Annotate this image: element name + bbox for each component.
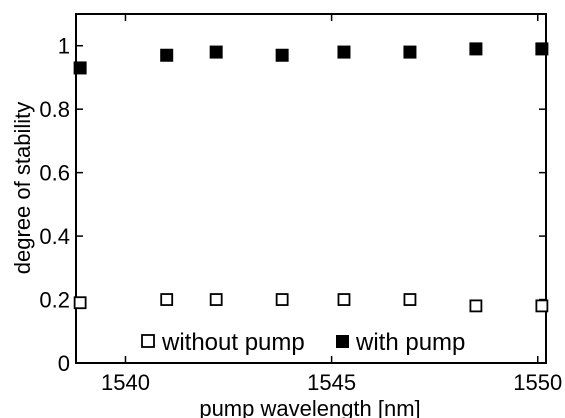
data-point-with-pump bbox=[403, 45, 417, 59]
legend-label-with-pump: with pump bbox=[355, 329, 465, 356]
legend: without pump with pump bbox=[141, 329, 465, 356]
y-tick-label: 1 bbox=[58, 34, 70, 59]
data-point-with-pump bbox=[160, 48, 174, 62]
x-axis-title: pump wavelength [nm] bbox=[199, 396, 420, 418]
data-point-with-pump bbox=[209, 45, 223, 59]
data-point-without-pump bbox=[403, 293, 417, 306]
plot-frame bbox=[75, 13, 547, 364]
data-point-without-pump bbox=[73, 296, 87, 310]
y-tick-label: 0.2 bbox=[39, 288, 70, 313]
legend-marker-with-pump bbox=[336, 335, 349, 348]
y-tick-label: 0 bbox=[58, 351, 70, 376]
data-point-with-pump bbox=[337, 45, 351, 59]
data-point-without-pump bbox=[535, 299, 549, 313]
y-axis-title: degree of stability bbox=[10, 102, 35, 274]
data-point-without-pump bbox=[209, 293, 223, 306]
y-tick-label: 0.8 bbox=[39, 97, 70, 122]
data-point-without-pump bbox=[337, 293, 351, 306]
legend-label-without-pump: without pump bbox=[161, 329, 305, 356]
x-tick-label: 1550 bbox=[513, 370, 562, 395]
data-point-with-pump bbox=[73, 61, 87, 75]
data-point-without-pump bbox=[469, 299, 483, 313]
y-axis: 0 0.2 0.4 0.6 0.8 1 bbox=[39, 34, 546, 376]
y-tick-label: 0.4 bbox=[39, 224, 70, 249]
y-tick-label: 0.6 bbox=[39, 161, 70, 186]
data-series bbox=[73, 42, 549, 313]
x-tick-label: 1545 bbox=[307, 370, 356, 395]
data-point-with-pump bbox=[535, 42, 549, 56]
legend-marker-without-pump bbox=[141, 334, 155, 348]
x-tick-label: 1540 bbox=[101, 370, 150, 395]
data-point-with-pump bbox=[469, 42, 483, 56]
data-point-without-pump bbox=[160, 293, 174, 306]
data-point-without-pump bbox=[275, 293, 289, 306]
data-point-with-pump bbox=[275, 48, 289, 62]
x-axis: 1540 1545 1550 bbox=[101, 14, 562, 395]
